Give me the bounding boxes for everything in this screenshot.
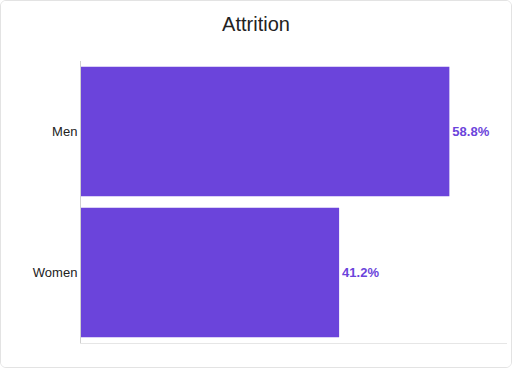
- svg-text:41.2%: 41.2%: [342, 265, 379, 280]
- svg-text:58.8%: 58.8%: [452, 124, 489, 139]
- svg-text:Women: Women: [33, 265, 78, 280]
- svg-text:Men: Men: [52, 124, 77, 139]
- svg-text:Attrition: Attrition: [222, 13, 290, 35]
